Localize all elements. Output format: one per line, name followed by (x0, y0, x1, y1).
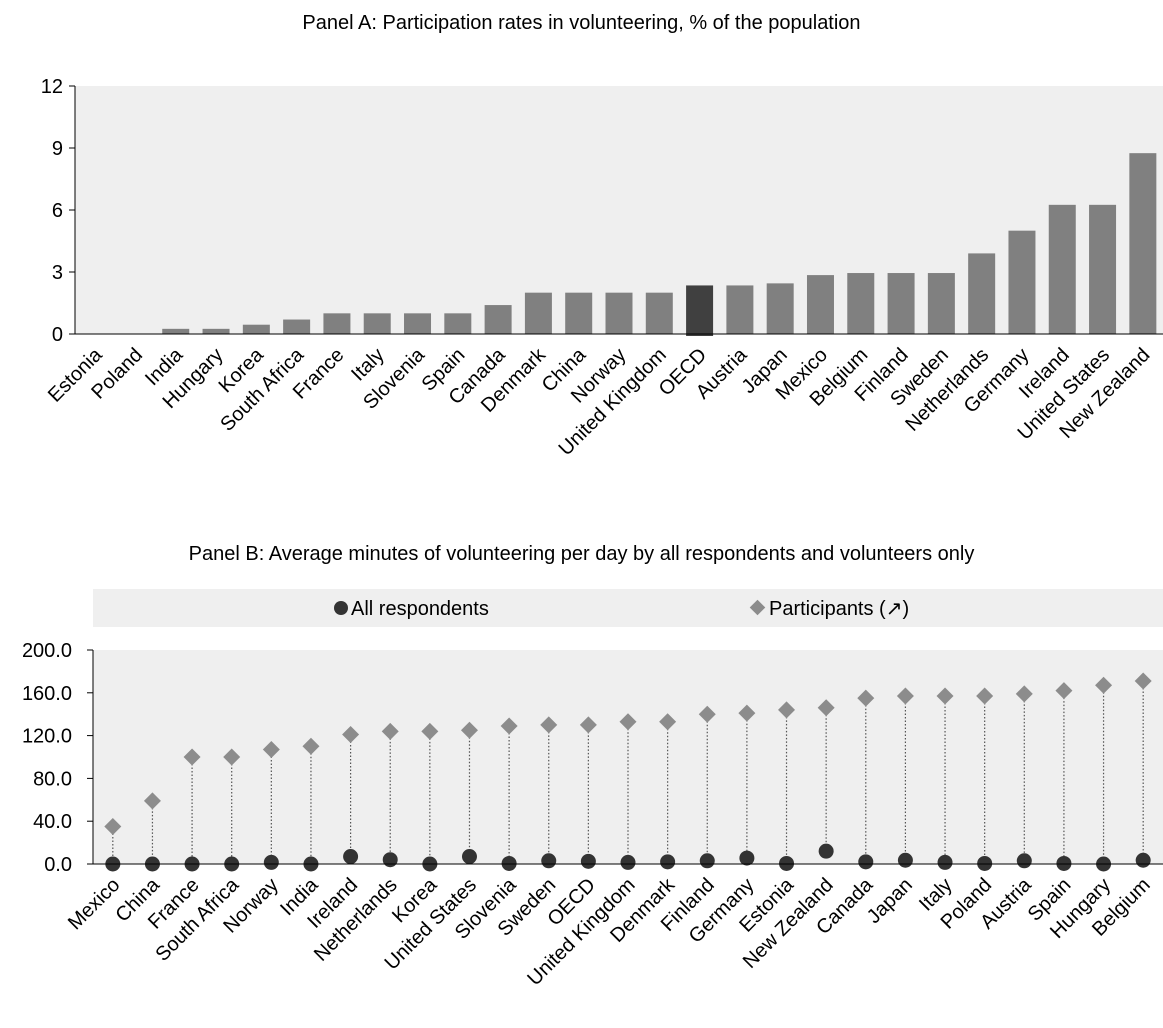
panel-a-ytick-label: 12 (41, 76, 63, 98)
panel-a-bar (162, 328, 190, 334)
panel-b-respondent-point (263, 854, 279, 870)
panel-b-ytick-label: 200.0 (22, 640, 72, 662)
panel-a-ytick-label: 6 (52, 200, 63, 222)
panel-b-participant-point (778, 701, 796, 719)
panel-b-respondent-point (1016, 853, 1032, 869)
panel-a-bar (363, 313, 391, 334)
panel-b-participant-point (698, 705, 716, 723)
panel-b-xtick-label: Japan (863, 874, 917, 928)
panel-b-respondent-point (1056, 855, 1072, 871)
panel-a-ytick-label: 3 (52, 262, 63, 284)
panel-b-respondent-point (739, 850, 755, 866)
panel-b-respondent-point (937, 854, 953, 870)
panel-b-ytick-label: 120.0 (22, 726, 72, 748)
panel-a-bar (847, 273, 875, 334)
panel-b-respondent-point (501, 855, 517, 871)
panel-b-respondent-point (461, 849, 477, 865)
panel-b-participant-point (738, 704, 756, 722)
panel-b-respondent-point (858, 854, 874, 870)
panel-a-bar (1008, 230, 1036, 334)
panel-b-respondent-point (620, 854, 636, 870)
panel-b-respondent-point (779, 855, 795, 871)
panel-b-participant-point (381, 722, 399, 740)
panel-a-bar (1048, 204, 1076, 334)
panel-b-respondent-point (580, 853, 596, 869)
panel-b-participant-point (1055, 682, 1073, 700)
panel-b-respondent-point (660, 854, 676, 870)
panel-b-respondent-point (541, 853, 557, 869)
panel-a-title: Panel A: Participation rates in voluntee… (302, 12, 861, 34)
panel-a-ytick-label: 0 (52, 324, 63, 346)
legend-label-participants: Participants (↗) (769, 598, 909, 620)
panel-b-participant-point (421, 722, 439, 740)
panel-b-respondent-point (382, 852, 398, 868)
panel-a-bar (404, 313, 432, 334)
panel-b-participant-point (857, 689, 875, 707)
panel-b-participant-point (460, 721, 478, 739)
panel-a-bar (323, 313, 351, 334)
panel-a-bar (242, 324, 270, 334)
panel-a-bar (484, 305, 512, 334)
panel-b-participant-point (619, 713, 637, 731)
panel-a-bar (645, 292, 673, 334)
panel-b-title: Panel B: Average minutes of volunteering… (188, 543, 975, 565)
panel-a-bar (968, 253, 996, 334)
panel-b-participant-point (579, 716, 597, 734)
panel-b-ytick-label: 0.0 (44, 854, 72, 876)
legend-diamond-icon (749, 599, 766, 616)
panel-a-bar (766, 283, 794, 334)
panel-b-participant-point (183, 748, 201, 766)
panel-b-legend-box (93, 589, 1163, 627)
panel-a-bar (887, 273, 915, 334)
panel-b-participant-point (896, 687, 914, 705)
panel-b-participant-point (659, 713, 677, 731)
panel-b-respondent-point (1135, 852, 1151, 868)
panel-a-bar (806, 275, 834, 334)
panel-a-bar (444, 313, 472, 334)
panel-b-ytick-label: 80.0 (33, 768, 72, 790)
legend-circle-icon (334, 601, 348, 615)
panel-a-bar (524, 292, 552, 334)
panel-b-respondent-point (699, 853, 715, 869)
panel-b-respondent-point (343, 849, 359, 865)
panel-b-participant-point (936, 687, 954, 705)
panel-b-ytick-label: 40.0 (33, 811, 72, 833)
panel-b-participant-point (223, 748, 241, 766)
panel-a-bar (565, 292, 593, 334)
panel-a-bar (605, 292, 633, 334)
panel-b-participant-point (104, 818, 122, 836)
panel-b-xtick-label: Mexico (64, 874, 124, 934)
panel-a-bar (1089, 204, 1117, 334)
panel-b-respondent-point (897, 852, 913, 868)
panel-a-ytick-label: 9 (52, 138, 63, 160)
panel-b-participant-point (342, 726, 360, 744)
panel-a-chart: 036912EstoniaPolandIndiaHungaryKoreaSout… (41, 76, 1163, 460)
panel-b-chart: All respondents Participants (↗) 0.0 40.0 80… (22, 589, 1163, 990)
panel-b-ytick-label: 160.0 (22, 683, 72, 705)
panel-a-bar (202, 328, 230, 334)
panel-a-bar (283, 319, 311, 334)
panel-a-bar (1129, 153, 1157, 334)
panel-b-respondent-point (818, 843, 834, 859)
panel-b-participant-point (262, 741, 280, 759)
panel-a-bar (927, 273, 955, 334)
panel-b-participant-point (976, 687, 994, 705)
panel-b-participant-point (302, 737, 320, 755)
panel-b-respondent-point (977, 855, 993, 871)
panel-a-bar (726, 285, 754, 334)
legend-label-all-respondents: All respondents (351, 598, 489, 620)
panel-a-bar (686, 285, 714, 336)
